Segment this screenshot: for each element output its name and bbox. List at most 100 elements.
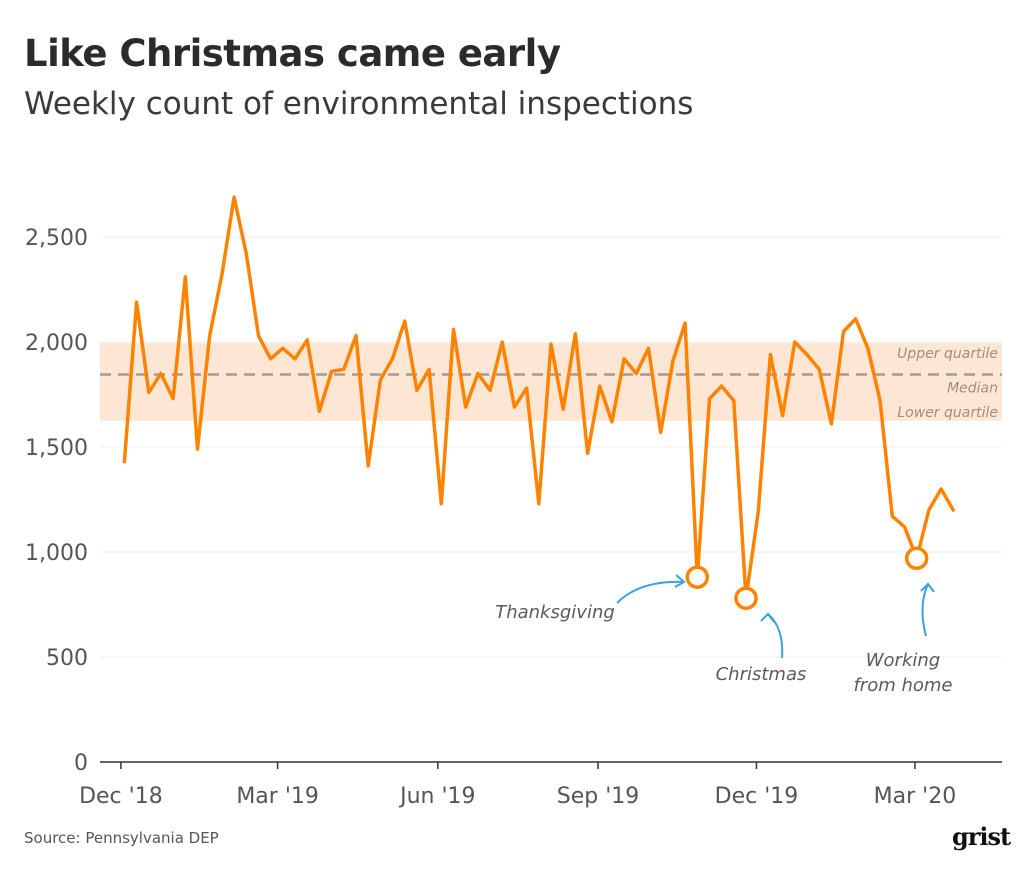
annotation-label: from home xyxy=(853,675,952,696)
data-point xyxy=(536,501,541,506)
data-point xyxy=(512,405,517,410)
data-point xyxy=(475,371,480,376)
upper-quartile-label: Upper quartile xyxy=(897,346,998,362)
x-tick-label: Dec '18 xyxy=(79,784,163,809)
data-point xyxy=(853,316,858,321)
data-point xyxy=(731,398,736,403)
data-point xyxy=(829,421,834,426)
series xyxy=(122,195,956,600)
data-point xyxy=(293,356,298,361)
annotation-arrow xyxy=(616,580,685,604)
highlight-ring xyxy=(904,546,929,571)
lower-quartile-label: Lower quartile xyxy=(897,405,998,421)
y-tick-label: 1,500 xyxy=(25,436,88,461)
chart-title: Like Christmas came early xyxy=(24,32,561,75)
annotation-arrow xyxy=(767,613,784,659)
data-point xyxy=(804,352,809,357)
series-line xyxy=(122,195,955,600)
highlight-ring xyxy=(734,586,758,610)
data-point xyxy=(390,356,395,361)
source-note: Source: Pennsylvania DEP xyxy=(24,829,219,847)
data-point xyxy=(451,327,456,332)
x-axis-ticks: Dec '18 Mar '19 Jun '19 Sep '19 Dec '19 Mar '… xyxy=(79,762,956,809)
data-point xyxy=(366,463,371,468)
chart-subtitle: Weekly count of environmental inspection… xyxy=(24,86,694,122)
x-tick-label: Mar '19 xyxy=(236,784,319,809)
data-point xyxy=(597,384,602,389)
data-point xyxy=(219,272,224,277)
data-point xyxy=(305,337,310,342)
data-point xyxy=(256,333,261,338)
annotation-label: Christmas xyxy=(716,664,807,685)
data-point xyxy=(878,398,883,403)
arrow-head xyxy=(920,582,935,593)
data-point xyxy=(134,300,139,305)
data-point xyxy=(207,333,212,338)
data-point xyxy=(585,451,590,456)
arrow-head xyxy=(674,574,686,588)
data-point xyxy=(707,396,712,401)
data-point xyxy=(171,396,176,401)
data-point xyxy=(658,430,663,435)
data-point xyxy=(524,386,529,391)
y-tick-label: 500 xyxy=(46,646,88,671)
data-point xyxy=(622,356,627,361)
data-point xyxy=(561,407,566,412)
data-point xyxy=(549,342,554,347)
data-point xyxy=(280,346,285,351)
y-tick-label: 2,500 xyxy=(25,226,88,251)
data-point xyxy=(146,390,151,395)
data-point xyxy=(439,501,444,506)
data-point xyxy=(268,356,273,361)
data-point xyxy=(158,371,163,376)
data-point xyxy=(817,367,822,372)
data-point xyxy=(244,251,249,256)
annotations: Thanksgiving Christmas Working from home xyxy=(495,546,953,696)
arrow-head xyxy=(760,612,775,623)
highlight-ring xyxy=(685,565,710,589)
data-point xyxy=(573,331,578,336)
data-point xyxy=(841,329,846,334)
x-tick-label: Dec '19 xyxy=(715,784,799,809)
data-point xyxy=(768,352,773,357)
annotation-arrow xyxy=(921,583,929,637)
data-point xyxy=(463,405,468,410)
data-point xyxy=(780,413,785,418)
data-point xyxy=(609,419,614,424)
data-point xyxy=(683,321,688,326)
data-point xyxy=(939,487,944,492)
y-axis-ticks: 0 500 1,000 1,500 2,000 2,500 xyxy=(25,226,88,776)
x-tick-label: Sep '19 xyxy=(557,784,640,809)
data-point xyxy=(183,274,188,279)
annotation-label: Working xyxy=(866,650,940,671)
data-point xyxy=(792,340,797,345)
data-point xyxy=(427,367,432,372)
data-point xyxy=(634,371,639,376)
data-point xyxy=(902,524,907,529)
data-point xyxy=(926,508,931,513)
data-point xyxy=(951,508,956,513)
annotation-label: Thanksgiving xyxy=(495,602,615,623)
data-point xyxy=(646,346,651,351)
data-point xyxy=(195,447,200,452)
data-point xyxy=(402,319,407,324)
gridlines xyxy=(100,236,1002,658)
data-point xyxy=(232,195,237,200)
data-point xyxy=(378,377,383,382)
y-tick-label: 1,000 xyxy=(25,541,88,566)
data-point xyxy=(353,333,358,338)
data-point xyxy=(865,346,870,351)
data-point xyxy=(122,459,127,464)
data-point xyxy=(719,384,724,389)
data-point xyxy=(756,510,761,515)
data-point xyxy=(890,514,895,519)
data-point xyxy=(329,369,334,374)
data-point xyxy=(670,358,675,363)
x-tick-label: Mar '20 xyxy=(874,784,957,809)
data-point xyxy=(341,367,346,372)
data-point xyxy=(317,409,322,414)
data-point xyxy=(500,340,505,345)
median-label: Median xyxy=(947,381,998,397)
x-tick-label: Jun '19 xyxy=(398,784,475,809)
